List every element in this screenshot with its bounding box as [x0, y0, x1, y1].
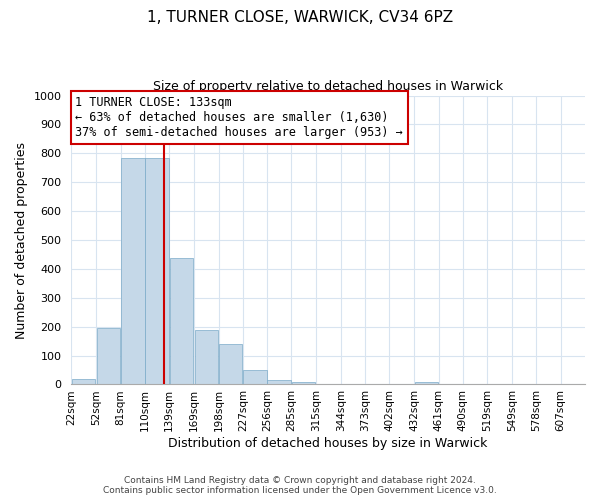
Title: Size of property relative to detached houses in Warwick: Size of property relative to detached ho…: [153, 80, 503, 93]
Text: 1 TURNER CLOSE: 133sqm
← 63% of detached houses are smaller (1,630)
37% of semi-: 1 TURNER CLOSE: 133sqm ← 63% of detached…: [76, 96, 403, 139]
Bar: [415, 382, 438, 384]
Bar: [145, 158, 169, 384]
Bar: [170, 258, 193, 384]
X-axis label: Distribution of detached houses by size in Warwick: Distribution of detached houses by size …: [169, 437, 488, 450]
Bar: [194, 330, 218, 384]
Bar: [121, 158, 145, 384]
Bar: [71, 378, 95, 384]
Bar: [97, 328, 121, 384]
Text: 1, TURNER CLOSE, WARWICK, CV34 6PZ: 1, TURNER CLOSE, WARWICK, CV34 6PZ: [147, 10, 453, 25]
Text: Contains HM Land Registry data © Crown copyright and database right 2024.
Contai: Contains HM Land Registry data © Crown c…: [103, 476, 497, 495]
Bar: [243, 370, 267, 384]
Bar: [219, 344, 242, 385]
Bar: [292, 382, 315, 384]
Y-axis label: Number of detached properties: Number of detached properties: [15, 142, 28, 338]
Bar: [268, 380, 291, 384]
